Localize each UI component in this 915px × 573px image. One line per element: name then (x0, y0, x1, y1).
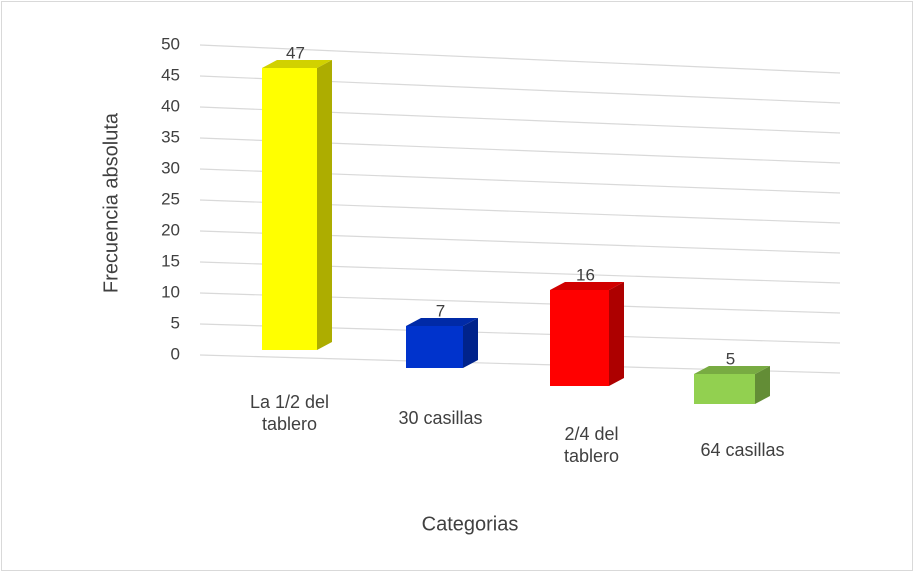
x-tick-label: 2/4 del tablero (563, 424, 620, 466)
bar-side (609, 282, 624, 386)
bar (550, 290, 609, 386)
data-label: 47 (286, 43, 305, 62)
bar (262, 68, 317, 350)
y-tick-label: 0 (171, 344, 180, 363)
bar (406, 326, 463, 368)
data-label: 7 (436, 301, 445, 320)
grid-line (199, 44, 841, 74)
bar-top (262, 60, 332, 68)
bar-top (550, 282, 624, 290)
y-axis-title: Frecuencia absoluta (100, 112, 122, 293)
x-tick-label: 30 casillas (398, 408, 483, 428)
y-tick-label: 25 (161, 189, 180, 208)
y-tick-label: 30 (161, 158, 180, 177)
bar-side (463, 318, 478, 368)
bar-top (406, 318, 478, 326)
y-tick-label: 40 (161, 96, 180, 115)
y-tick-label: 50 (161, 34, 180, 53)
y-tick-label: 5 (171, 313, 180, 332)
data-label: 5 (726, 349, 735, 368)
data-label: 16 (576, 265, 595, 284)
bar-side (317, 60, 332, 350)
y-tick-label: 10 (161, 282, 180, 301)
y-tick-label: 35 (161, 127, 180, 146)
y-tick-label: 15 (161, 251, 180, 270)
y-tick-label: 20 (161, 220, 180, 239)
bar-side (755, 366, 770, 404)
x-axis-title: Categorias (422, 513, 519, 535)
bar-top (694, 366, 770, 374)
x-tick-label: 64 casillas (700, 440, 785, 460)
y-tick-label: 45 (161, 65, 180, 84)
bar (694, 374, 755, 404)
x-tick-label: La 1/2 del tablero (249, 392, 330, 434)
